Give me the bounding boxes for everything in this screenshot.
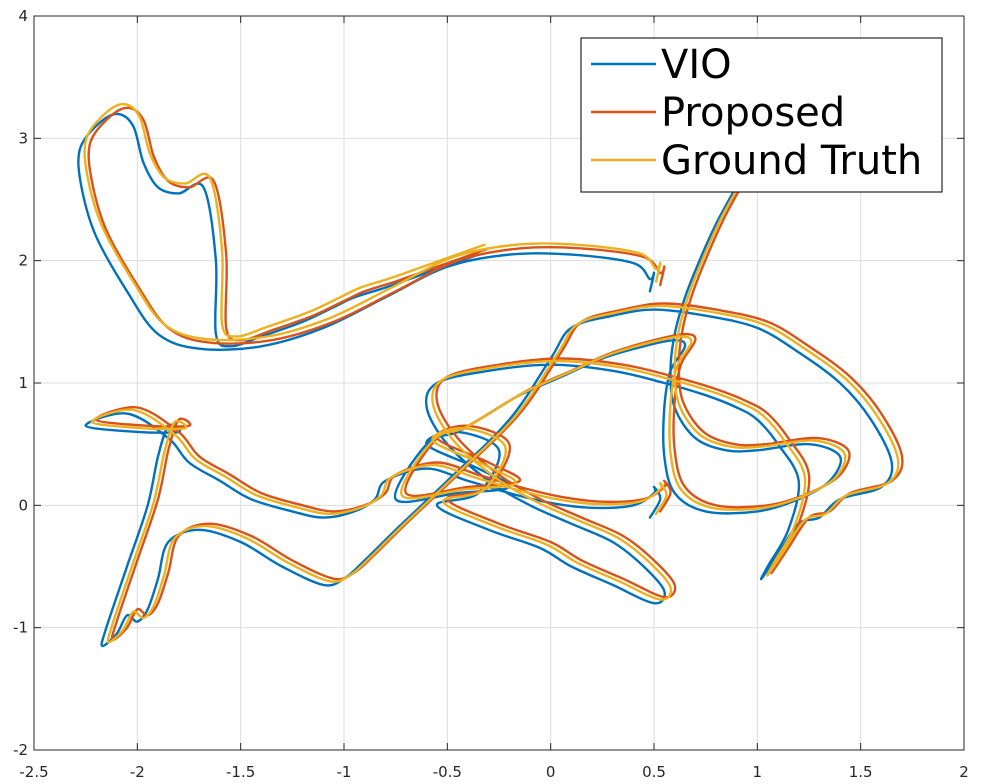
x-tick-label: -1.5: [226, 763, 255, 781]
series-line-vio-segment-2: [77, 112, 656, 351]
series-layer: [77, 102, 904, 648]
y-tick-label: 2: [18, 252, 28, 270]
y-tick-label: 3: [18, 129, 28, 147]
legend-label-ground-truth: Ground Truth: [661, 138, 922, 184]
tick-marks: [33, 15, 965, 751]
y-tick-label: 1: [18, 374, 28, 392]
x-tick-label: -2.5: [19, 763, 48, 781]
x-tick-label: -0.5: [433, 763, 462, 781]
series-line-ground-truth-segment-2: [83, 102, 662, 342]
y-tick-label: 4: [18, 7, 28, 25]
x-tick-label: 0.5: [642, 763, 666, 781]
legend-label-proposed: Proposed: [661, 90, 845, 136]
y-tick-label: -2: [13, 741, 28, 759]
x-tick-labels: -2.5 -2 -1.5 -1 -0.5 0 0.5 1 1.5 2: [19, 763, 968, 781]
legend-label-vio: VIO: [661, 42, 732, 88]
x-tick-label: 0: [546, 763, 556, 781]
x-tick-label: 1.5: [849, 763, 873, 781]
series-line-proposed-segment-2: [87, 106, 666, 345]
x-tick-label: 2: [959, 763, 969, 781]
x-tick-label: 1: [753, 763, 763, 781]
x-tick-label: -1: [337, 763, 352, 781]
series-line-vio: [84, 192, 894, 648]
y-tick-labels: -2 -1 0 1 2 3 4: [13, 7, 28, 759]
y-tick-label: 0: [18, 496, 28, 514]
series-line-ground-truth: [90, 188, 900, 644]
x-tick-label: -2: [130, 763, 145, 781]
y-tick-label: -1: [13, 619, 28, 637]
